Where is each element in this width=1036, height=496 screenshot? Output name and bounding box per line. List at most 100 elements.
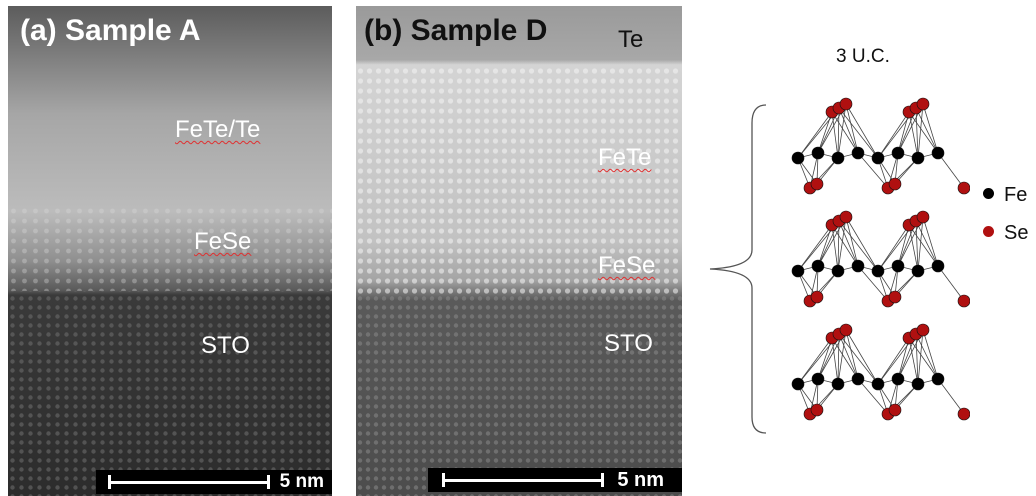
panel-a-scale-label: 5 nm xyxy=(279,471,324,492)
bond-line xyxy=(817,337,833,380)
fe-atom xyxy=(811,259,825,273)
fe-atom xyxy=(891,259,905,273)
se-atom xyxy=(810,403,824,417)
bond-line xyxy=(845,329,859,380)
bond-line xyxy=(908,111,939,154)
se-dot-icon xyxy=(983,226,994,238)
panel-b-scale-label: 5 nm xyxy=(617,469,664,491)
se-atom xyxy=(810,290,824,304)
bond-line xyxy=(831,224,859,267)
bond-line xyxy=(845,103,879,159)
panel-a-stem-image xyxy=(8,6,332,496)
scale-bar-line xyxy=(442,479,604,482)
bond-line xyxy=(915,333,939,380)
fe-atom xyxy=(811,372,825,386)
bond-line xyxy=(845,329,879,385)
fe-atom xyxy=(831,264,845,278)
layer-label-te: Te xyxy=(618,26,644,53)
bond-line xyxy=(797,224,833,272)
fe-dot-icon xyxy=(983,188,994,200)
bond-line xyxy=(877,111,910,159)
bond-line xyxy=(837,329,847,385)
fe-atom xyxy=(871,264,885,278)
layer-label-sto: STO xyxy=(604,330,653,357)
panel-a-title: (a) Sample A xyxy=(20,14,201,47)
bond-line xyxy=(837,333,840,385)
bond-line xyxy=(922,103,939,154)
fe-atom xyxy=(891,146,905,160)
bond-line xyxy=(897,337,910,380)
bond-line xyxy=(915,107,939,154)
bond-line xyxy=(937,378,965,415)
bond-line xyxy=(837,216,847,272)
unit-cell-layer xyxy=(791,97,970,195)
layer-label-fese: FeSe xyxy=(598,252,656,279)
panel-a-scale-bar: 5 nm xyxy=(96,470,332,494)
bond-line xyxy=(817,224,833,267)
bond-line xyxy=(838,333,859,380)
bond-line xyxy=(837,103,847,159)
scale-bar-tick xyxy=(267,475,270,489)
bond-line xyxy=(831,224,839,272)
bond-line xyxy=(915,220,939,267)
bond-line xyxy=(915,107,919,159)
fe-atom xyxy=(831,377,845,391)
se-atom xyxy=(916,210,930,224)
bond-line xyxy=(908,337,939,380)
se-atom xyxy=(888,290,902,304)
layer-label-fese: FeSe xyxy=(194,228,252,255)
se-atom xyxy=(957,294,970,308)
bond-line xyxy=(857,152,889,189)
bond-line xyxy=(838,333,879,385)
bond-line xyxy=(845,216,859,267)
bond-line xyxy=(831,111,839,159)
bond-line xyxy=(917,216,924,272)
se-atom xyxy=(888,177,902,191)
bond-line xyxy=(838,220,859,267)
bond-line xyxy=(837,107,840,159)
fe-atom xyxy=(831,151,845,165)
fese-crystal-schematic xyxy=(709,97,970,434)
bond-line xyxy=(837,220,840,272)
bond-line xyxy=(845,103,859,154)
layer-label-fete: FeTe xyxy=(598,144,652,171)
bond-line xyxy=(897,111,910,154)
fe-atom xyxy=(911,377,925,391)
fe-atom xyxy=(871,151,885,165)
scale-bar-line xyxy=(108,481,270,484)
bond-line xyxy=(877,337,910,385)
layer-label-fete-te: FeTe/Te xyxy=(175,116,261,143)
fe-atom xyxy=(851,259,865,273)
bond-line xyxy=(908,111,919,159)
se-atom xyxy=(888,403,902,417)
bond-line xyxy=(845,216,879,272)
scale-bar-tick xyxy=(601,473,604,487)
panel-b-stem-image xyxy=(356,6,682,496)
bond-line xyxy=(922,216,939,267)
bond-line xyxy=(831,111,859,154)
unit-cell-label: 3 U.C. xyxy=(836,46,890,67)
bond-line xyxy=(917,329,924,385)
fe-atom xyxy=(931,372,945,386)
fe-atom xyxy=(931,259,945,273)
bond-line xyxy=(838,107,879,159)
legend-fe-label: Fe xyxy=(1004,184,1028,206)
unit-cell-layer xyxy=(791,210,970,308)
legend-se: Se xyxy=(983,222,1028,245)
panel-a-image: (a) Sample A FeTe/Te FeSe STO 5 nm xyxy=(8,6,332,496)
bond-line xyxy=(857,265,889,302)
bond-line xyxy=(915,220,919,272)
se-atom xyxy=(839,210,853,224)
bond-line xyxy=(922,329,939,380)
scale-bar-tick xyxy=(108,475,111,489)
panel-b-scale-bar: 5 nm xyxy=(428,468,682,492)
panel-b-image: (b) Sample D Te FeTe FeSe STO 5 nm xyxy=(356,6,682,496)
bond-line xyxy=(908,224,939,267)
bond-line xyxy=(817,111,833,154)
bond-line xyxy=(857,378,889,415)
legend-se-label: Se xyxy=(1004,222,1029,244)
bond-line xyxy=(937,152,965,189)
se-atom xyxy=(839,323,853,337)
bond-line xyxy=(908,224,919,272)
bond-line xyxy=(908,337,919,385)
